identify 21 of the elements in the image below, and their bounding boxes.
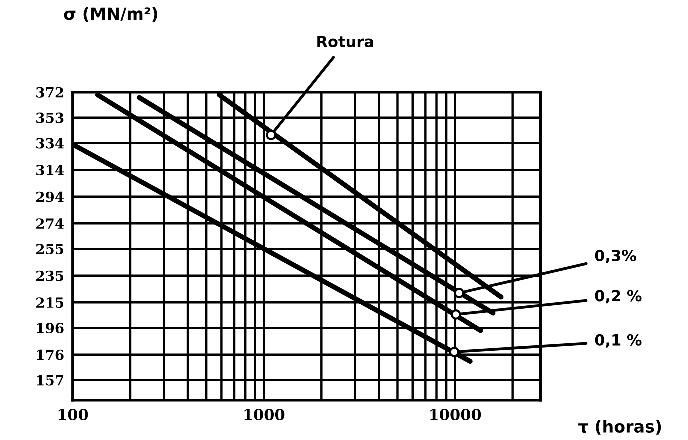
annotation: 0,2 %: [595, 290, 642, 304]
y-tick-label: 176: [37, 350, 64, 360]
y-tick-label: 157: [37, 375, 64, 386]
y-tick-label: 255: [36, 244, 64, 255]
annotation: 0,3%: [595, 250, 636, 264]
y-tick-label: 372: [36, 87, 64, 98]
x-tick-label: 100: [58, 409, 88, 421]
x-tick-label: 1000: [244, 409, 285, 421]
y-tick-label: 294: [36, 192, 64, 202]
y-tick-label: 274: [36, 218, 64, 229]
annotation: 0,1 %: [595, 334, 642, 348]
y-tick-label: 215: [36, 298, 64, 308]
y-tick-label: 314: [36, 165, 64, 176]
x-tick-label: 10000: [430, 409, 482, 421]
y-tick-label: 235: [36, 270, 64, 282]
x-axis-title: τ (horas): [578, 420, 662, 435]
y-tick-label: 196: [37, 323, 64, 334]
y-tick-label: 334: [36, 138, 64, 149]
y-tick-label: 353: [36, 112, 64, 124]
y-axis-title: σ (MN/m²): [64, 7, 158, 22]
annotation: Rotura: [318, 36, 374, 48]
